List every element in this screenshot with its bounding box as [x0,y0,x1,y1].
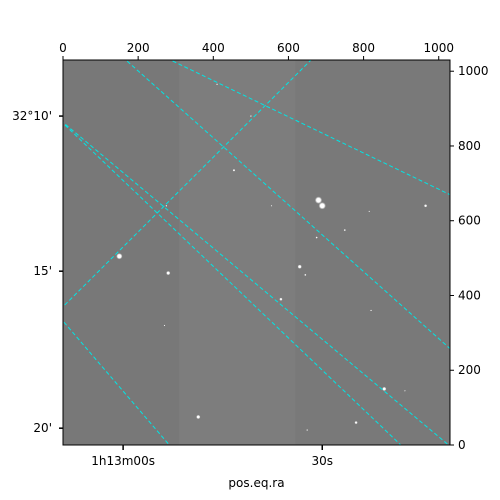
star-point [306,429,309,431]
ra-tick-label: 30s [311,454,333,468]
ra-grid-line [63,122,402,445]
star-core [383,387,386,391]
star-point [270,205,273,207]
right-tick-label: 0 [458,438,466,452]
star-core [298,265,301,268]
top-tick-label: 1000 [423,41,454,55]
top-tick-label: 200 [127,41,150,55]
dec-tick-label: 32°10' [12,109,52,123]
star-point [250,115,252,117]
dec-grid-line [169,60,450,196]
top-tick-label: 0 [59,41,67,55]
dec-tick-label: 15' [33,264,52,278]
star-point [315,236,318,239]
star-point [404,390,406,392]
star-point [163,324,166,327]
star-core [320,203,325,208]
star-core [197,415,200,419]
right-tick-label: 200 [458,363,481,377]
star-point [368,210,370,213]
star-point [370,309,372,312]
star-point [279,297,283,301]
x-axis-title: pos.eq.ra [228,476,284,490]
right-tick-label: 400 [458,288,481,302]
star-core [117,254,122,259]
plot-frame [62,59,451,446]
image-background [63,60,450,445]
axis-ticks: 0 200 400 600 800 1000 0 200 400 600 800 1000 32°10'… [12,41,488,468]
coordinate-grid [63,60,450,445]
star-core [316,198,321,203]
dec-tick-label: 20' [33,421,52,435]
ra-tick-label: 1h13m00s [91,454,155,468]
sky-image [63,60,450,445]
image-shading [295,60,450,445]
star-point [343,229,346,232]
ra-grid-line [125,60,450,350]
star-core [167,271,170,275]
right-tick-label: 800 [458,139,481,153]
ra-grid-line [63,320,170,445]
star-point [354,421,358,425]
dec-grid-line [63,121,450,445]
right-tick-label: 1000 [458,64,489,78]
star-point [165,204,168,207]
image-shading [63,60,180,445]
top-tick-label: 400 [202,41,225,55]
star-point [232,169,236,172]
top-tick-label: 600 [277,41,300,55]
star-point [216,83,218,86]
dec-grid-line [63,60,312,308]
star-point [304,273,307,276]
axes-frame [62,59,451,446]
star-point [424,204,428,208]
top-tick-label: 800 [352,41,375,55]
right-tick-label: 600 [458,214,481,228]
